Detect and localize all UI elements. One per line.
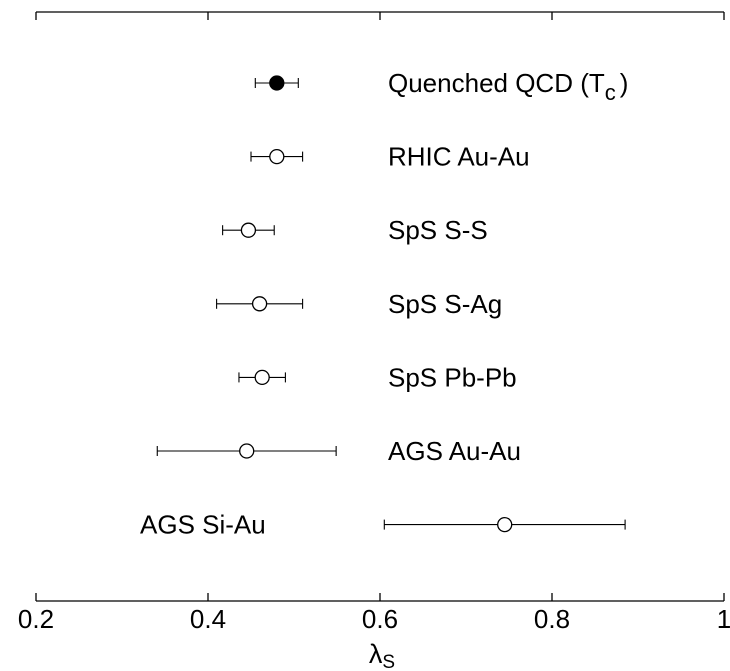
x-tick-label: 1 [717, 604, 730, 634]
data-point: RHIC Au-Au [250, 142, 530, 172]
point-label-main: SpS Pb-Pb [388, 362, 517, 392]
data-point: Quenched QCD (Tc) [254, 68, 628, 105]
point-label-main: SpS S-Ag [388, 289, 502, 319]
open-circle-marker [240, 222, 257, 238]
point-label-main: SpS S-S [388, 215, 488, 245]
x-tick-labels: 0.2 0.4 0.6 0.8 1 [18, 604, 730, 634]
point-label: RHIC Au-Au [388, 142, 530, 172]
open-circle-marker [251, 296, 268, 312]
open-circle-marker [497, 516, 513, 533]
data-point: AGS Si-Au [140, 510, 626, 540]
x-axis-label-main: λ [369, 639, 383, 669]
data-point: SpS S-Ag [216, 289, 502, 319]
point-label-main: Quenched QCD (T [388, 68, 605, 98]
x-tick-label: 0.8 [534, 604, 570, 634]
point-label: SpS S-S [388, 215, 488, 245]
point-label: Quenched QCD (Tc) [388, 68, 628, 105]
point-label-suffix: ) [620, 68, 629, 98]
x-tick-label: 0.4 [190, 604, 226, 634]
point-label: AGS Si-Au [140, 510, 266, 540]
filled-circle-marker [269, 75, 285, 91]
x-axis-label-subscript: S [382, 652, 395, 671]
data-point: AGS Au-Au [156, 436, 521, 466]
data-point: SpS S-S [222, 215, 488, 245]
open-circle-marker [269, 148, 285, 165]
point-label-main: AGS Au-Au [388, 436, 521, 466]
point-label-main: RHIC Au-Au [388, 142, 530, 172]
data-points: Quenched QCD (Tc) RHIC Au-Au SpS S-S SpS S-… [140, 68, 628, 540]
point-label-subscript: c [605, 80, 616, 105]
x-tick-label: 0.2 [18, 604, 54, 634]
point-label: SpS S-Ag [388, 289, 502, 319]
point-label-main: AGS Si-Au [140, 510, 266, 540]
point-label: AGS Au-Au [388, 436, 521, 466]
data-point: SpS Pb-Pb [238, 362, 517, 392]
x-tick-label: 0.6 [362, 604, 398, 634]
open-circle-marker [239, 443, 255, 459]
x-axis-label: λS [369, 639, 395, 671]
point-label: SpS Pb-Pb [388, 362, 517, 392]
open-circle-marker [254, 369, 270, 386]
x-ticks [35, 12, 725, 601]
